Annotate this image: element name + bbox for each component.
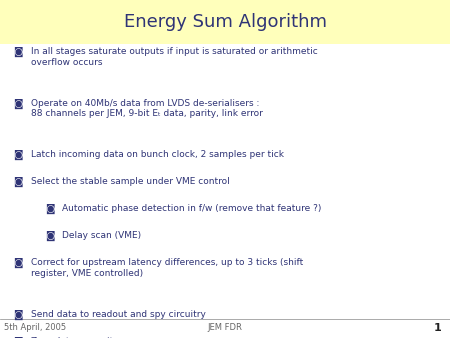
Text: ◙: ◙ — [14, 337, 23, 338]
Text: ◙: ◙ — [45, 231, 54, 241]
Text: ◙: ◙ — [14, 150, 23, 160]
Bar — [0, 0, 450, 44]
Text: ◙: ◙ — [14, 177, 23, 187]
Text: Zero data on parity error: Zero data on parity error — [31, 337, 143, 338]
Text: Select the stable sample under VME control: Select the stable sample under VME contr… — [31, 177, 230, 186]
Text: Energy Sum Algorithm: Energy Sum Algorithm — [123, 13, 327, 31]
Text: 5th April, 2005: 5th April, 2005 — [4, 323, 67, 332]
Text: ◙: ◙ — [14, 310, 23, 320]
Text: ◙: ◙ — [14, 47, 23, 57]
Text: Latch incoming data on bunch clock, 2 samples per tick: Latch incoming data on bunch clock, 2 sa… — [31, 150, 284, 159]
Text: Correct for upstream latency differences, up to 3 ticks (shift
register, VME con: Correct for upstream latency differences… — [31, 258, 303, 278]
Text: Delay scan (VME): Delay scan (VME) — [62, 231, 141, 240]
Text: Send data to readout and spy circuitry: Send data to readout and spy circuitry — [31, 310, 206, 319]
Text: In all stages saturate outputs if input is saturated or arithmetic
overflow occu: In all stages saturate outputs if input … — [31, 47, 317, 67]
Text: Automatic phase detection in f/w (remove that feature ?): Automatic phase detection in f/w (remove… — [62, 204, 321, 213]
Text: ◙: ◙ — [14, 258, 23, 268]
Text: JEM FDR: JEM FDR — [207, 323, 243, 332]
Text: ◙: ◙ — [45, 204, 54, 214]
Text: ◙: ◙ — [14, 99, 23, 109]
Text: Operate on 40Mb/s data from LVDS de-serialisers :
88 channels per JEM, 9-bit Eₜ : Operate on 40Mb/s data from LVDS de-seri… — [31, 99, 262, 118]
Text: 1: 1 — [433, 323, 441, 333]
